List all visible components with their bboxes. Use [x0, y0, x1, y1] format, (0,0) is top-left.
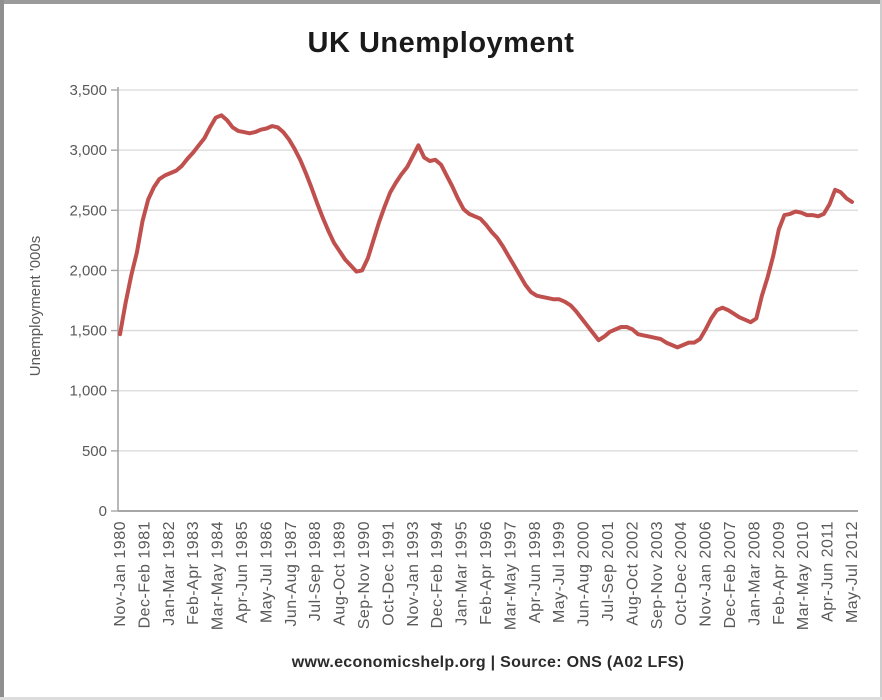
- frame-edge-left: [0, 0, 4, 700]
- y-tick-label: 1,500: [69, 323, 107, 340]
- x-tick-label: Mar-May 1984: [210, 521, 227, 630]
- y-tick-label: 2,000: [69, 262, 107, 279]
- y-tick-label: 0: [99, 503, 107, 520]
- x-tick-label: Oct-Dec 1991: [380, 521, 397, 626]
- x-tick-label: Nov-Jan 2006: [698, 521, 715, 627]
- x-tick-label: Apr-Jun 1985: [234, 521, 251, 623]
- x-tick-label: Apr-Jun 1998: [527, 521, 544, 623]
- x-axis-labels: Nov-Jan 1980 Dec-Feb 1981 Jan-Mar 1982 Feb-…: [112, 521, 861, 630]
- source-footer: www.economicshelp.org | Source: ONS (A02…: [291, 654, 685, 671]
- y-tick-label: 3,000: [69, 142, 107, 159]
- x-tick-label: Oct-Dec 2004: [673, 521, 690, 626]
- gridlines: [118, 89, 858, 452]
- x-tick-label: Aug-Oct 1989: [332, 521, 349, 626]
- x-tick-label: Mar-May 2010: [795, 521, 812, 630]
- y-axis-ticks: 0 500 1,000 1,500 2,000 2,500 3,000 3,500: [69, 82, 118, 520]
- x-tick-label: Apr-Jun 2011: [820, 521, 837, 622]
- x-tick-label: Sep-Nov 2003: [649, 521, 666, 629]
- axes: [117, 87, 858, 512]
- x-tick-label: Dec-Feb 2007: [722, 521, 739, 628]
- frame-edge-right: [880, 0, 882, 700]
- x-tick-label: Jul-Sep 1988: [307, 521, 324, 621]
- x-tick-label: Aug-Oct 2002: [624, 521, 641, 626]
- x-tick-label: Jul-Sep 2001: [600, 521, 617, 621]
- x-tick-label: Mar-May 1997: [502, 521, 519, 630]
- y-tick-label: 1,000: [69, 383, 107, 400]
- x-tick-label: Sep-Nov 1990: [356, 521, 373, 629]
- y-tick-label: 2,500: [69, 202, 107, 219]
- x-tick-label: Jun-Aug 1987: [283, 521, 300, 627]
- x-tick-label: May-Jul 1999: [551, 521, 568, 623]
- x-tick-label: Jan-Mar 2008: [746, 521, 763, 626]
- unemployment-series-line: [118, 113, 854, 350]
- y-axis-title: Unemployment '000s: [27, 236, 44, 376]
- x-tick-label: May-Jul 2012: [844, 521, 861, 623]
- frame-edge-top: [0, 0, 882, 4]
- x-tick-label: Jun-Aug 2000: [576, 521, 593, 627]
- frame-edge-bottom: [0, 697, 882, 700]
- x-tick-label: Jan-Mar 1995: [454, 521, 471, 626]
- y-tick-label: 500: [82, 443, 107, 460]
- x-tick-label: Dec-Feb 1981: [136, 521, 153, 628]
- x-tick-label: Feb-Apr 1983: [185, 521, 202, 625]
- x-tick-label: Feb-Apr 2009: [771, 521, 788, 625]
- plot-area: 0 500 1,000 1,500 2,000 2,500 3,000 3,500 Nov-Ja…: [69, 82, 861, 630]
- x-tick-label: Nov-Jan 1980: [112, 521, 129, 627]
- x-tick-label: Dec-Feb 1994: [429, 521, 446, 628]
- chart-title: UK Unemployment: [308, 27, 575, 59]
- x-tick-label: May-Jul 1986: [258, 521, 275, 623]
- x-tick-label: Jan-Mar 1982: [161, 521, 178, 626]
- x-tick-label: Feb-Apr 1996: [478, 521, 495, 625]
- x-tick-label: Nov-Jan 1993: [405, 521, 422, 627]
- y-tick-label: 3,500: [69, 82, 107, 99]
